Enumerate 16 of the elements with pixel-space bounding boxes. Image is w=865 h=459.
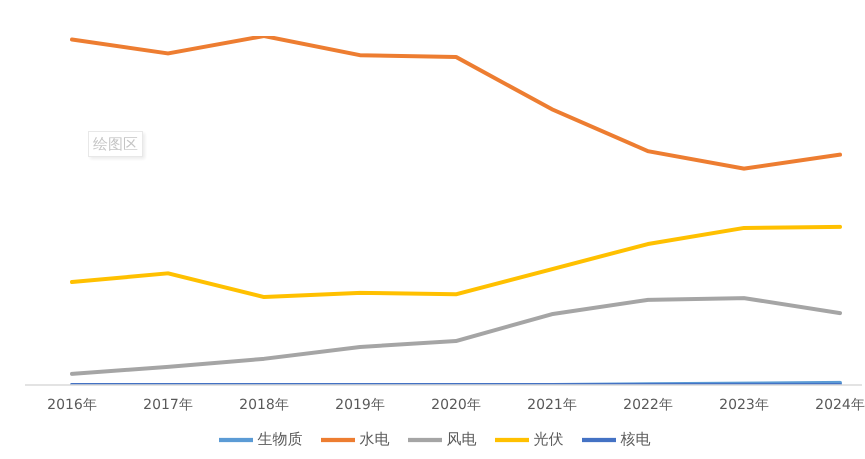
x-tick-label: 2024年: [815, 396, 865, 413]
x-tick-label: 2022年: [623, 396, 673, 413]
x-tick-label: 2020年: [431, 396, 481, 413]
legend-label: 光伏: [534, 430, 564, 448]
x-tick-label: 2016年: [47, 396, 97, 413]
legend-label: 生物质: [258, 430, 302, 448]
annotation: 绘图区: [93, 135, 138, 153]
tooltip-box: 绘图区: [88, 131, 143, 157]
legend-label: 核电: [620, 430, 650, 448]
x-tick-label: 2021年: [527, 396, 577, 413]
legend-label: 水电: [360, 430, 390, 448]
x-tick-label: 2019年: [335, 396, 385, 413]
x-tick-label: 2017年: [143, 396, 193, 413]
x-tick-label: 2023年: [719, 396, 769, 413]
x-tick-label: 2018年: [239, 396, 289, 413]
legend-label: 风电: [446, 430, 476, 448]
